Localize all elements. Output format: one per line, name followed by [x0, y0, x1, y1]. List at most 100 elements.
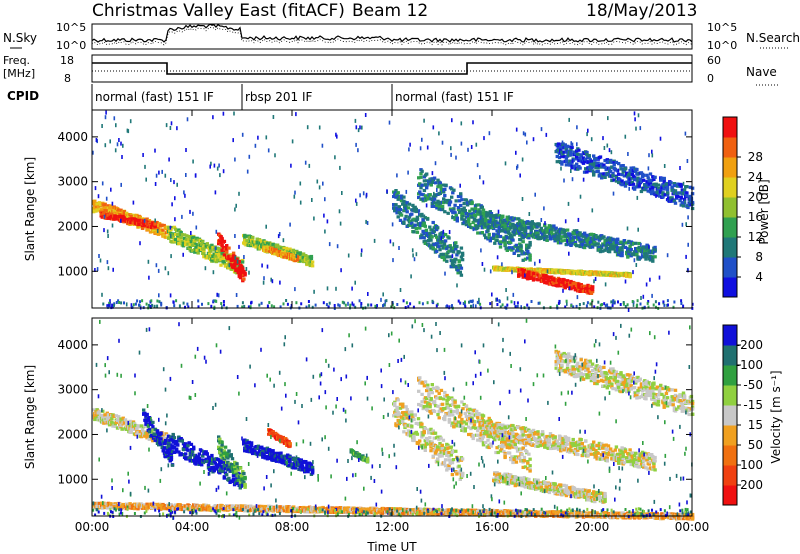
range-cell: [221, 469, 225, 474]
range-cell: [523, 233, 528, 237]
range-cell: [438, 181, 442, 185]
range-cell: [585, 170, 589, 174]
range-cell: [503, 238, 507, 242]
range-cell: [590, 288, 595, 292]
range-cell: [159, 442, 163, 446]
range-cell: [628, 249, 632, 253]
noise-cell: [145, 177, 147, 182]
range-cell: [295, 255, 300, 259]
range-cell: [447, 236, 451, 240]
ground-cell: [160, 303, 163, 307]
range-cell: [186, 448, 190, 452]
ground-cell: [479, 302, 482, 306]
ground-cell: [175, 299, 178, 303]
range-cell: [634, 241, 638, 245]
noise-cell: [656, 190, 659, 195]
ground-cell: [601, 303, 603, 307]
noise-cell: [190, 231, 192, 235]
range-cell: [600, 176, 604, 180]
range-cell: [189, 240, 194, 244]
ground-cell: [197, 305, 200, 309]
noise-cell: [254, 143, 257, 148]
noise-cell: [316, 179, 319, 184]
range-cell: [213, 461, 217, 465]
range-cell: [487, 232, 491, 236]
range-cell: [573, 240, 578, 244]
noise-cell: [318, 185, 321, 190]
ground-cell: [295, 301, 298, 305]
ground-cell: [462, 302, 465, 305]
ground-cell: [654, 300, 657, 304]
range-cell: [602, 172, 606, 176]
power-x-ticks: [91, 110, 693, 308]
range-cell: [182, 236, 187, 241]
range-cell: [660, 186, 664, 190]
range-cell: [189, 448, 194, 452]
noise-cell: [571, 158, 574, 163]
range-cell: [552, 283, 556, 287]
range-cell: [573, 287, 578, 291]
range-cell: [438, 239, 442, 243]
nave-tick-top: 60: [707, 54, 721, 67]
range-cell: [448, 200, 453, 204]
range-cell: [690, 192, 695, 196]
range-cell: [309, 256, 314, 261]
range-cell: [554, 226, 558, 230]
noise-cell: [161, 169, 163, 174]
noise-cell: [687, 215, 689, 220]
range-cell: [492, 217, 496, 221]
range-cell: [435, 201, 439, 205]
ground-cell: [617, 300, 619, 304]
ground-cell: [270, 304, 273, 308]
range-cell: [519, 244, 523, 249]
range-cell: [581, 156, 586, 160]
range-cell: [663, 193, 667, 197]
noise-cell: [181, 214, 183, 219]
range-cell: [532, 271, 537, 275]
range-cell: [448, 244, 452, 248]
range-cell: [582, 170, 587, 174]
ground-cell: [149, 304, 152, 308]
noise-cell: [324, 229, 326, 234]
range-cell: [439, 187, 444, 191]
range-cell: [582, 152, 587, 156]
range-cell: [457, 199, 462, 203]
noise-cell: [382, 292, 384, 297]
range-cell: [175, 440, 179, 444]
range-cell: [486, 222, 490, 226]
range-cell: [610, 178, 614, 183]
ground-cell: [184, 305, 186, 309]
range-cell: [229, 253, 233, 257]
ground-cell: [593, 305, 596, 309]
range-cell: [577, 148, 581, 152]
range-cell: [509, 226, 513, 230]
range-cell: [210, 258, 214, 262]
range-cell: [559, 227, 563, 231]
noise-cell: [125, 302, 128, 307]
colorbar-swatch: [723, 137, 737, 158]
range-cell: [197, 246, 202, 250]
range-cell: [536, 278, 540, 282]
ground-cell: [662, 300, 665, 304]
noise-cell: [155, 173, 158, 178]
noise-cell: [157, 268, 160, 273]
noise-cell: [506, 296, 509, 301]
range-cell: [404, 214, 408, 218]
range-cell: [576, 230, 580, 235]
range-cell: [103, 413, 107, 417]
range-cell: [526, 256, 530, 260]
noise-cell: [105, 196, 108, 201]
range-cell: [202, 247, 206, 251]
range-cell: [652, 182, 656, 186]
noise-cell: [170, 234, 172, 239]
range-cell: [222, 463, 227, 467]
noise-cell: [308, 163, 311, 168]
noise-cell: [339, 165, 341, 170]
freq-label-line1: Freq.: [3, 54, 30, 67]
range-cell: [527, 236, 531, 240]
range-cell: [421, 193, 425, 197]
range-cell: [140, 223, 145, 227]
range-cell: [522, 223, 527, 227]
range-cell: [573, 152, 578, 156]
